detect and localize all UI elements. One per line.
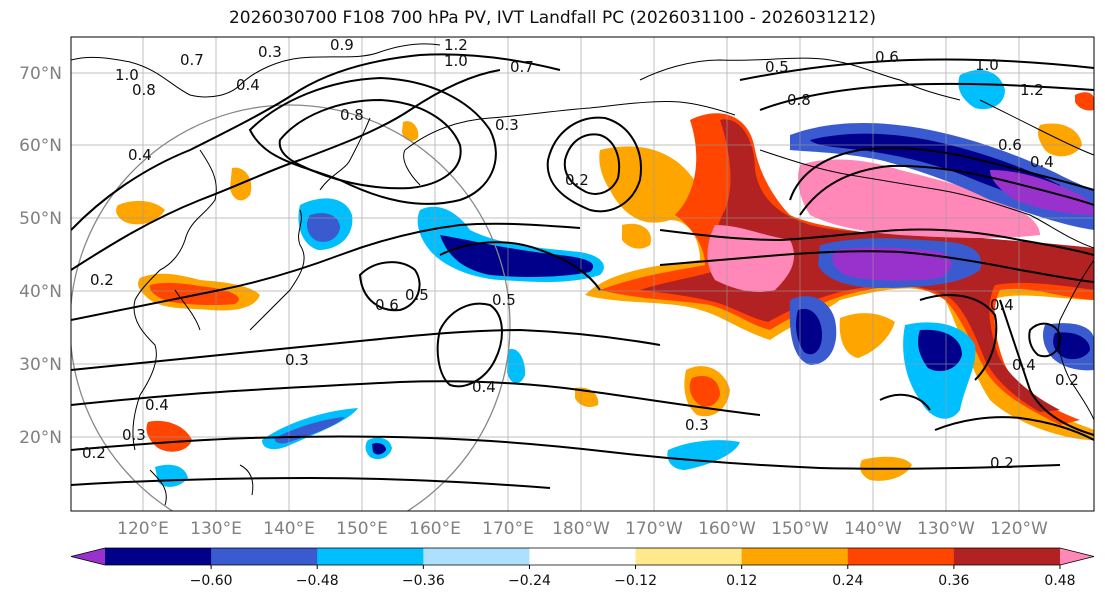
svg-text:0.7: 0.7 bbox=[180, 51, 204, 69]
svg-text:30°N: 30°N bbox=[19, 355, 62, 375]
svg-text:0.4: 0.4 bbox=[128, 146, 152, 164]
colorbar-cell bbox=[847, 548, 955, 565]
svg-text:130°E: 130°E bbox=[190, 519, 242, 539]
colorbar-cell bbox=[423, 548, 530, 565]
svg-text:0.9: 0.9 bbox=[330, 36, 354, 54]
svg-text:170°W: 170°W bbox=[625, 519, 683, 539]
colorbar-tick-label: −0.12 bbox=[614, 573, 657, 589]
svg-text:0.8: 0.8 bbox=[787, 91, 811, 109]
colorbar-cell bbox=[317, 548, 424, 565]
longitude-labels: 120°E 130°E 140°E 150°E 160°E 170°E 180°… bbox=[117, 519, 1048, 539]
svg-text:1.0: 1.0 bbox=[975, 56, 999, 74]
svg-text:0.6: 0.6 bbox=[998, 136, 1022, 154]
colorbar-tick-label: −0.36 bbox=[402, 573, 445, 589]
svg-text:0.5: 0.5 bbox=[405, 286, 429, 304]
range-circle bbox=[71, 104, 511, 511]
svg-text:50°N: 50°N bbox=[19, 209, 62, 229]
colorbar-tick-label: 0.36 bbox=[938, 573, 969, 589]
svg-text:0.3: 0.3 bbox=[285, 351, 309, 369]
map-title: 2026030700 F108 700 hPa PV, IVT Landfall… bbox=[228, 8, 876, 28]
colorbar-cell bbox=[741, 548, 849, 565]
svg-text:130°W: 130°W bbox=[917, 519, 975, 539]
colorbar-tick-label: −0.60 bbox=[190, 573, 233, 589]
svg-text:0.4: 0.4 bbox=[472, 378, 496, 396]
pv-contour-labels: 0.3 0.7 0.9 1.2 1.0 0.7 0.5 0.6 1.0 1.2 … bbox=[82, 36, 1079, 472]
svg-text:0.7: 0.7 bbox=[510, 58, 534, 76]
svg-text:180°W: 180°W bbox=[552, 519, 610, 539]
svg-text:60°N: 60°N bbox=[19, 136, 62, 156]
ivt-anomaly-fill bbox=[116, 70, 1094, 487]
svg-text:0.3: 0.3 bbox=[122, 426, 146, 444]
svg-text:0.5: 0.5 bbox=[492, 291, 516, 309]
svg-text:120°W: 120°W bbox=[990, 519, 1048, 539]
svg-text:0.2: 0.2 bbox=[1055, 371, 1079, 389]
svg-text:0.2: 0.2 bbox=[90, 271, 114, 289]
svg-text:160°W: 160°W bbox=[698, 519, 756, 539]
colorbar-cell bbox=[529, 548, 637, 565]
colorbar-cell bbox=[105, 548, 212, 565]
colorbar-cell bbox=[953, 548, 1061, 565]
svg-text:0.4: 0.4 bbox=[1030, 153, 1054, 171]
svg-text:0.2: 0.2 bbox=[565, 171, 589, 189]
svg-text:0.3: 0.3 bbox=[685, 416, 709, 434]
colorbar-extend-high bbox=[1060, 548, 1094, 565]
pv-contours bbox=[71, 53, 1094, 489]
colorbar-extend-low bbox=[71, 548, 105, 565]
svg-text:170°E: 170°E bbox=[482, 519, 534, 539]
svg-text:160°E: 160°E bbox=[409, 519, 461, 539]
svg-text:120°E: 120°E bbox=[117, 519, 169, 539]
svg-text:0.4: 0.4 bbox=[1012, 356, 1036, 374]
svg-text:1.2: 1.2 bbox=[444, 36, 468, 54]
svg-text:140°W: 140°W bbox=[844, 519, 902, 539]
svg-text:40°N: 40°N bbox=[19, 282, 62, 302]
coastlines bbox=[71, 43, 1094, 506]
svg-text:0.3: 0.3 bbox=[495, 116, 519, 134]
svg-text:0.3: 0.3 bbox=[258, 43, 282, 61]
colorbar-cell bbox=[211, 548, 318, 565]
svg-text:0.8: 0.8 bbox=[132, 81, 156, 99]
colorbar-cell bbox=[635, 548, 743, 565]
svg-text:1.2: 1.2 bbox=[1020, 81, 1044, 99]
map-border bbox=[70, 36, 1095, 512]
svg-text:0.6: 0.6 bbox=[875, 48, 899, 66]
svg-text:0.8: 0.8 bbox=[340, 106, 364, 124]
svg-text:0.4: 0.4 bbox=[990, 296, 1014, 314]
svg-text:0.2: 0.2 bbox=[990, 454, 1014, 472]
svg-text:0.5: 0.5 bbox=[765, 58, 789, 76]
latitude-labels: 70°N 60°N 50°N 40°N 30°N 20°N bbox=[19, 64, 62, 448]
svg-text:0.6: 0.6 bbox=[375, 296, 399, 314]
svg-text:150°W: 150°W bbox=[771, 519, 829, 539]
svg-text:0.4: 0.4 bbox=[145, 396, 169, 414]
svg-text:0.2: 0.2 bbox=[82, 444, 106, 462]
colorbar-tick-label: −0.48 bbox=[296, 573, 339, 589]
svg-text:20°N: 20°N bbox=[19, 428, 62, 448]
colorbar-tick-label: 0.12 bbox=[726, 573, 757, 589]
svg-text:140°E: 140°E bbox=[263, 519, 315, 539]
colorbar-tick-label: 0.24 bbox=[832, 573, 863, 589]
svg-text:150°E: 150°E bbox=[336, 519, 388, 539]
svg-text:1.0: 1.0 bbox=[115, 66, 139, 84]
colorbar-tick-label: 0.48 bbox=[1044, 573, 1075, 589]
svg-text:1.0: 1.0 bbox=[444, 52, 468, 70]
colorbar: −0.60 −0.48 −0.36 −0.24 −0.12 0.12 0.24 0.36 0.4… bbox=[70, 547, 1095, 589]
colorbar-outline bbox=[70, 547, 1095, 566]
colorbar-tick-label: −0.24 bbox=[508, 573, 551, 589]
svg-text:70°N: 70°N bbox=[19, 64, 62, 84]
svg-text:0.4: 0.4 bbox=[236, 76, 260, 94]
